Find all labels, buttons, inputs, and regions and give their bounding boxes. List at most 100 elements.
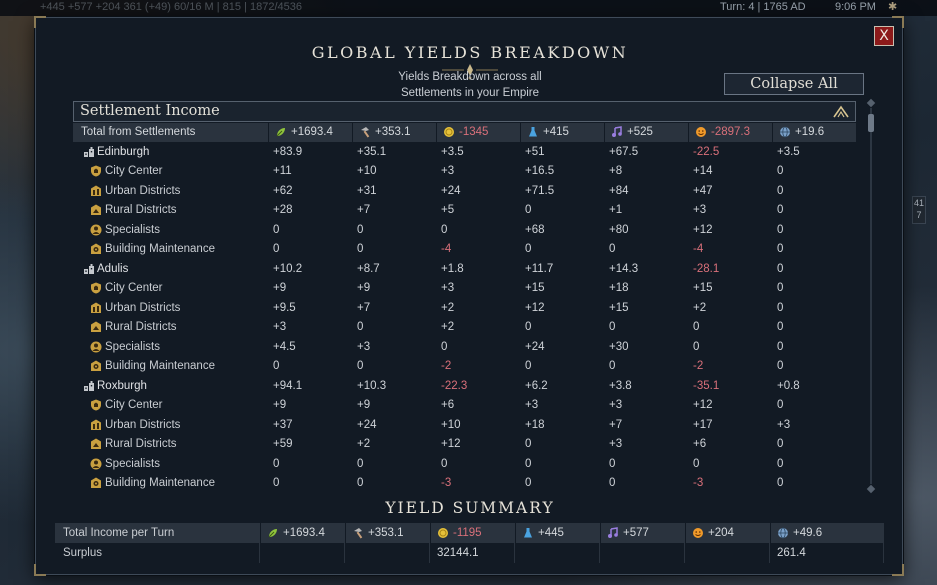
yield-value: +51 — [525, 145, 545, 158]
yield-value: +9 — [357, 399, 371, 411]
income-cell: -1195 — [431, 523, 515, 543]
income-cell: +204 — [686, 523, 770, 543]
scroll-down-icon[interactable] — [866, 484, 876, 494]
surplus-cell: 261.4 — [771, 543, 884, 563]
yield-value: +12 — [525, 301, 545, 314]
source-name: Specialists — [105, 223, 160, 236]
yield-value: 0 — [777, 438, 784, 450]
yield-value: +7 — [357, 204, 371, 216]
yield-value: +0.8 — [777, 379, 800, 392]
income-cell: +445 — [516, 523, 600, 543]
total-value: +1693.4 — [291, 126, 333, 138]
yield-value: -4 — [693, 243, 704, 255]
yield-value: 0 — [777, 165, 784, 177]
yield-value: 0 — [273, 360, 280, 372]
menu-icon[interactable]: ✱ — [888, 1, 898, 13]
yield-value: +14 — [693, 165, 713, 177]
total-cell: +1693.4 — [269, 123, 352, 142]
yield-value: +3.5 — [777, 145, 800, 158]
yield-value: +7 — [357, 301, 371, 314]
yield-value: 0 — [273, 457, 280, 470]
income-source-row: Urban Districts +9.5 +7 +2 +12 +15 +2 0 — [73, 299, 856, 319]
yield-value: -35.1 — [693, 379, 720, 392]
maintenance-icon — [90, 360, 102, 372]
clock-readout: 9:06 PM — [835, 1, 876, 13]
source-name: Urban Districts — [105, 184, 181, 197]
settlement-income-header[interactable]: Settlement Income — [73, 101, 856, 122]
influence-icon — [777, 527, 789, 539]
income-source-row: City Center +11 +10 +3 +16.5 +8 +14 0 — [73, 162, 856, 182]
income-cell: +49.6 — [771, 523, 884, 543]
scrollbar-thumb[interactable] — [868, 114, 874, 132]
yield-value: +10.3 — [357, 379, 387, 392]
yield-value: +3 — [777, 418, 791, 431]
income-cell: +577 — [601, 523, 685, 543]
yield-value: +10.2 — [273, 262, 303, 275]
yield-value: 0 — [609, 243, 616, 255]
scrollbar-track[interactable] — [870, 108, 872, 484]
yield-value: +8 — [609, 165, 623, 177]
yield-value: +17 — [693, 418, 713, 431]
table-scrollbar[interactable] — [866, 98, 876, 494]
food-icon — [267, 527, 279, 539]
subtitle-line: Yields Breakdown across all — [398, 71, 542, 83]
yield-value: 0 — [441, 223, 448, 236]
settlement-row[interactable]: Adulis +10.2 +8.7 +1.8 +11.7 +14.3 -28.1 0 — [73, 260, 856, 280]
collapse-all-button[interactable]: Collapse All — [724, 73, 864, 95]
source-name: Building Maintenance — [105, 477, 215, 489]
yield-value: +16.5 — [525, 165, 555, 177]
yield-value: -22.3 — [441, 379, 468, 392]
surplus-cell — [601, 543, 685, 563]
yield-value: +12 — [693, 399, 713, 411]
income-label-cell: Total Income per Turn — [55, 523, 260, 543]
yield-value: 0 — [525, 477, 532, 489]
yield-value: 0 — [273, 477, 280, 489]
settlement-icon — [83, 146, 95, 158]
yield-value: -2 — [441, 360, 452, 372]
settlement-name: Roxburgh — [97, 379, 147, 392]
income-source-row: City Center +9 +9 +6 +3 +3 +12 0 — [73, 396, 856, 416]
income-value: +577 — [623, 527, 649, 539]
yield-value: +3 — [609, 438, 623, 450]
settlement-row[interactable]: Roxburgh +94.1 +10.3 -22.3 +6.2 +3.8 -35.1 +0.8 — [73, 377, 856, 397]
income-cell: +1693.4 — [261, 523, 345, 543]
yield-value: 0 — [273, 243, 280, 255]
surplus-label-cell: Surplus — [55, 543, 260, 563]
yield-value: +35.1 — [357, 145, 387, 158]
science-icon — [522, 527, 534, 539]
yield-value: 0 — [693, 321, 700, 333]
yield-value: 0 — [273, 223, 280, 236]
maintenance-icon — [90, 477, 102, 489]
yield-value: +83.9 — [273, 145, 303, 158]
yield-value: 0 — [777, 477, 784, 489]
rural-district-icon — [90, 204, 102, 216]
side-badge[interactable]: 41 7 — [912, 196, 926, 224]
surplus-value: 261.4 — [777, 547, 806, 559]
source-name: Urban Districts — [105, 301, 181, 314]
income-label: Total Income per Turn — [63, 527, 175, 539]
yield-value: +84 — [609, 184, 629, 197]
window-title: GLOBAL YIELDS BREAKDOWN — [311, 43, 629, 62]
scroll-up-icon[interactable] — [866, 98, 876, 108]
yield-value: 0 — [777, 223, 784, 236]
close-button[interactable]: X — [874, 26, 894, 46]
settlement-name: Adulis — [97, 262, 129, 275]
collapse-caret-icon[interactable] — [833, 105, 849, 119]
settlement-row[interactable]: Edinburgh +83.9 +35.1 +3.5 +51 +67.5 -22.5 +3.5 — [73, 143, 856, 163]
surplus-label: Surplus — [63, 547, 102, 559]
side-badge-top: 41 — [913, 198, 924, 208]
city-center-icon — [90, 282, 102, 294]
yield-value: +6 — [693, 438, 707, 450]
yield-value: +31 — [357, 184, 377, 197]
settlement-name: Edinburgh — [97, 145, 150, 158]
total-label-cell: Total from Settlements — [73, 123, 268, 142]
yield-value: +3 — [693, 204, 707, 216]
total-income-row: Total Income per Turn +1693.4 +353.1 -11… — [55, 523, 885, 543]
yield-value: +9 — [357, 282, 371, 294]
yield-value: +3 — [441, 165, 455, 177]
yield-value: +15 — [693, 282, 713, 294]
gold-icon — [437, 527, 449, 539]
source-name: Rural Districts — [105, 204, 177, 216]
yield-value: +8.7 — [357, 262, 380, 275]
yield-value: 0 — [357, 477, 364, 489]
